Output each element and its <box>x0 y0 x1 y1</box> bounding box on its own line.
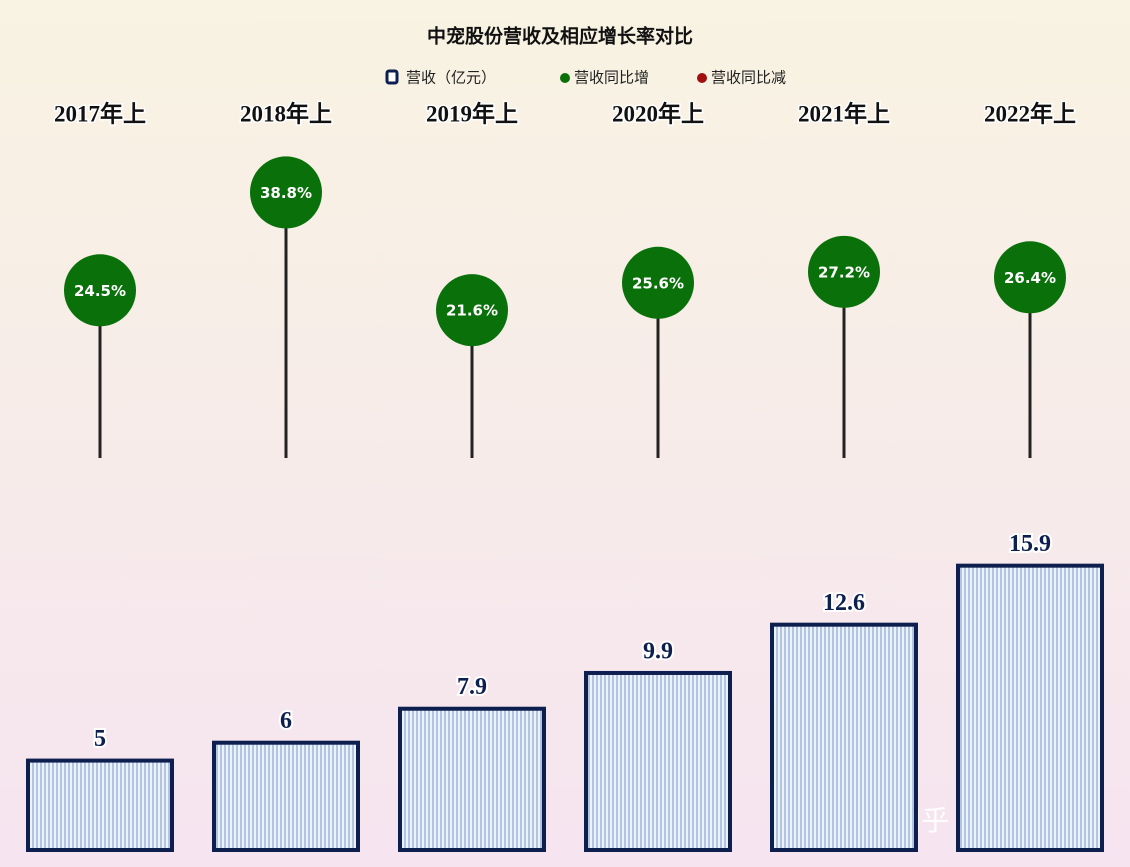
growth-label: 27.2% <box>818 263 870 281</box>
value-label: 12.6 <box>823 590 865 616</box>
bar <box>770 622 918 853</box>
chart-title: 中宠股份营收及相应增长率对比 <box>427 25 693 48</box>
legend-label: 营收同比增 <box>574 69 649 87</box>
growth-dot <box>436 274 508 347</box>
bar <box>26 758 174 853</box>
growth-dot <box>64 254 136 327</box>
x-tick-label: 2021年上 <box>798 100 890 126</box>
growth-dot <box>808 235 880 308</box>
growth-dot <box>622 246 694 319</box>
legend: 营收（亿元） 营收同比增 营收同比减 <box>385 69 786 87</box>
bar <box>212 740 360 852</box>
legend-label: 营收同比减 <box>711 69 786 87</box>
value-label: 5 <box>94 726 106 752</box>
legend-marker <box>560 73 570 83</box>
value-label: 15.9 <box>1009 531 1051 557</box>
growth-label: 38.8% <box>260 184 312 202</box>
growth-label: 25.6% <box>632 274 684 292</box>
value-label: 7.9 <box>457 674 487 700</box>
bar <box>584 670 732 853</box>
x-tick-label: 2019年上 <box>426 100 518 126</box>
legend-marker <box>385 69 399 85</box>
value-label: 6 <box>280 708 292 734</box>
x-tick-label: 2020年上 <box>612 100 704 126</box>
x-tick-label: 2018年上 <box>240 100 332 126</box>
growth-label: 26.4% <box>1004 269 1056 287</box>
growth-dot <box>994 241 1066 314</box>
growth-label: 24.5% <box>74 282 126 300</box>
value-label: 9.9 <box>643 638 673 664</box>
growth-dot <box>250 156 322 229</box>
x-tick-label: 2017年上 <box>54 100 146 126</box>
x-tick-label: 2022年上 <box>984 100 1076 126</box>
bar <box>398 706 546 853</box>
legend-marker <box>697 73 707 83</box>
legend-label: 营收（亿元） <box>406 69 496 87</box>
growth-label: 21.6% <box>446 302 498 320</box>
bar <box>956 563 1104 852</box>
